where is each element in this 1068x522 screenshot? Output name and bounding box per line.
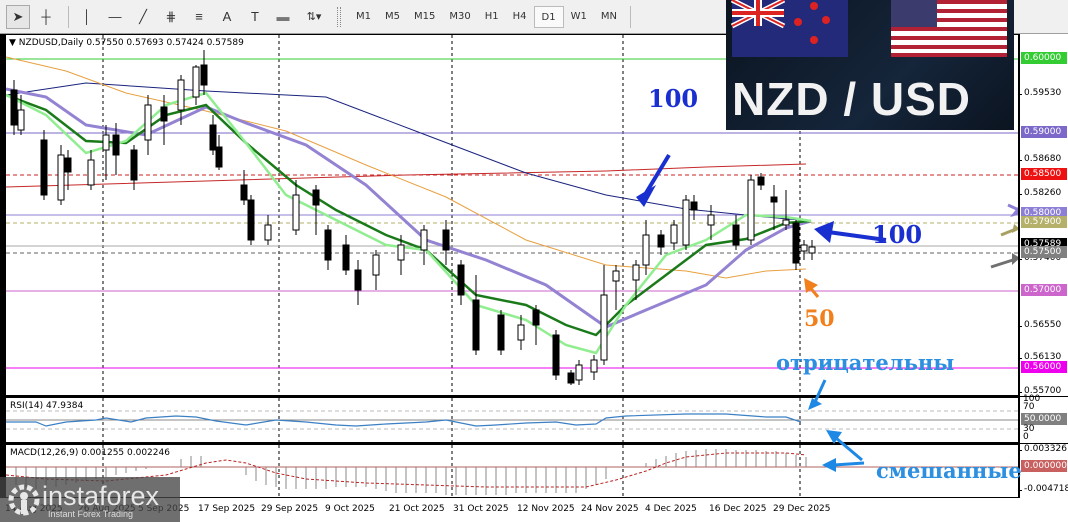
cursor-icon[interactable]: ➤ — [6, 4, 30, 29]
macd-info: MACD(12,26,9) 0.001255 0.002246 — [10, 448, 170, 458]
macd-canvas — [6, 445, 1018, 497]
ma50-label: 50 — [804, 306, 835, 332]
date-label: 21 Oct 2025 — [389, 504, 445, 514]
timeframe-w1[interactable]: W1 — [570, 10, 587, 22]
timeframe-mn[interactable]: MN — [600, 10, 617, 22]
price-tick: 0.57400 — [1018, 253, 1062, 263]
date-label: 16 Dec 2025 — [709, 504, 767, 514]
timeframe-m15[interactable]: M15 — [414, 10, 436, 22]
rsi-canvas — [6, 398, 1018, 442]
macd-zero-tag: 0.000000 — [1021, 460, 1067, 472]
trendline-icon[interactable]: ╱ — [139, 8, 147, 24]
date-label: 29 Sep 2025 — [261, 504, 319, 514]
price-tick: 0.58680 — [1018, 154, 1062, 164]
level-tag-059000: 0.59000 — [1021, 126, 1067, 138]
date-label: 29 Dec 2025 — [773, 504, 831, 514]
pair-banner: NZD / USD — [726, 0, 1014, 130]
price-axis[interactable]: 0.59530 0.58680 0.58260 0.57400 0.56550 … — [1018, 34, 1068, 396]
timeframe-m5[interactable]: M5 — [385, 10, 400, 22]
toolbar-divider — [68, 5, 69, 28]
macd-tick-max: 0.003326 — [1019, 444, 1067, 454]
level-tag-060000: 0.60000 — [1021, 52, 1067, 64]
level-tag-057000: 0.57000 — [1021, 284, 1067, 296]
timeframe-h1[interactable]: H1 — [484, 10, 499, 22]
watermark-tagline: Instant Forex Trading — [48, 509, 134, 519]
collapse-triangle-icon[interactable]: ▼ — [9, 38, 16, 48]
fibonacci-icon[interactable]: ≡ — [195, 9, 203, 24]
date-label: 31 Oct 2025 — [453, 504, 509, 514]
rsi-axis: 100 70 50.0000 30 0 — [1020, 394, 1068, 443]
chart-info-label: ▼ NZDUSD,Daily 0.57550 0.57693 0.57424 0… — [9, 38, 244, 48]
macd-pane[interactable]: MACD(12,26,9) 0.001255 0.002246 — [5, 444, 1019, 498]
chart-info-text: NZDUSD,Daily 0.57550 0.57693 0.57424 0.5… — [18, 38, 244, 48]
rsi-tick-70: 70 — [1023, 402, 1035, 412]
instaforex-watermark: instaforex Instant Forex Trading — [0, 477, 180, 522]
date-label: 24 Nov 2025 — [581, 504, 639, 514]
ma100-label-top: 100 — [648, 84, 699, 113]
price-tick: 0.59530 — [1018, 88, 1062, 98]
toolbar-divider — [629, 5, 631, 28]
level-tag-056000: 0.56000 — [1021, 361, 1067, 373]
pair-banner-title: NZD / USD — [732, 73, 971, 125]
date-label: 9 Oct 2025 — [325, 504, 375, 514]
horizontal-line-icon[interactable]: — — [108, 9, 122, 24]
timeframe-h4[interactable]: H4 — [512, 10, 527, 22]
text-icon[interactable]: A — [222, 9, 232, 24]
rectangle-icon[interactable]: ▬ — [276, 9, 290, 24]
watermark-brand: instaforex — [42, 481, 160, 511]
ma100-label-right: 100 — [872, 220, 923, 249]
gear-logo-icon — [8, 484, 40, 516]
price-chart-canvas — [6, 35, 1018, 395]
toolbar-grip[interactable] — [337, 6, 341, 27]
vertical-line-icon[interactable]: │ — [82, 9, 92, 24]
macd-note: смешанные — [876, 458, 1022, 483]
price-tick: 0.58260 — [1018, 188, 1062, 198]
level-tag-057900: 0.57900 — [1021, 216, 1067, 228]
date-label: 4 Dec 2025 — [645, 504, 697, 514]
arrows-dropdown-icon[interactable]: ⇅▾ — [306, 11, 322, 23]
crosshair-icon[interactable]: ┼ — [41, 9, 51, 24]
date-label: 17 Sep 2025 — [198, 504, 256, 514]
flags-image — [730, 0, 1007, 57]
rsi-note: отрицательны — [776, 350, 955, 375]
rsi-tick-0: 0 — [1023, 432, 1029, 442]
rsi-tick-30: 30 — [1023, 424, 1035, 434]
price-tick: 0.55700 — [1018, 386, 1062, 396]
macd-axis: 0.003326 0.000000 -0.004718 — [1018, 444, 1068, 498]
price-tick: 0.56130 — [1018, 352, 1062, 362]
date-label: 12 Nov 2025 — [517, 504, 575, 514]
timeframe-m30[interactable]: M30 — [449, 10, 471, 22]
level-tag-057500: 0.57500 — [1021, 246, 1067, 258]
macd-tick-min: -0.004718 — [1018, 484, 1068, 494]
level-tag-058500: 0.58500 — [1021, 168, 1067, 180]
equidistant-channel-icon[interactable]: ⋕ — [165, 8, 177, 24]
rsi-tick-100: 100 — [1023, 394, 1041, 404]
timeframe-m1[interactable]: M1 — [356, 10, 371, 22]
rsi-pane[interactable]: RSI(14) 47.9384 — [5, 397, 1019, 443]
price-tick: 0.56550 — [1018, 320, 1062, 330]
rsi-level-tag: 50.0000 — [1021, 413, 1067, 425]
text-label-icon[interactable]: T — [251, 9, 259, 24]
timeframe-d1[interactable]: D1 — [533, 5, 564, 28]
rsi-info: RSI(14) 47.9384 — [10, 401, 84, 411]
